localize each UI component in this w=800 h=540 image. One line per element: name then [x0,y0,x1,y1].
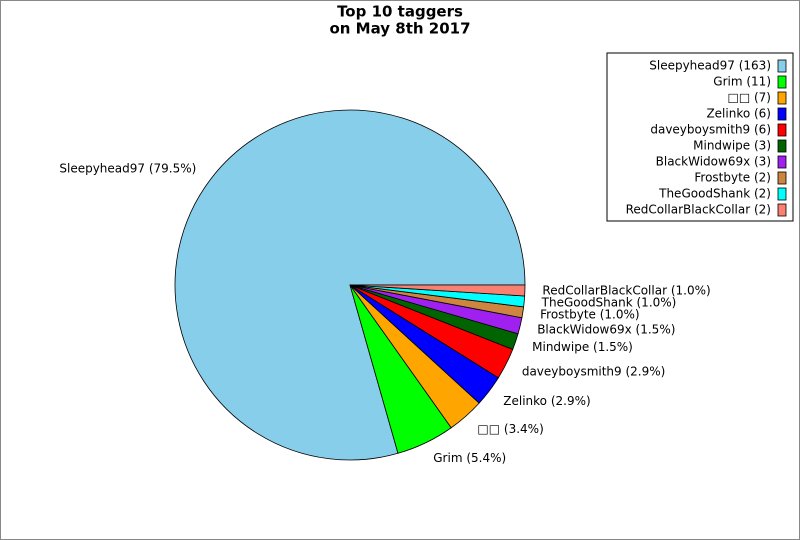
legend-label: Sleepyhead97 (163) [649,59,771,73]
legend-label: Zelinko (6) [706,107,771,121]
slice-label: BlackWidow69x (1.5%) [537,322,675,336]
legend-swatch [777,123,787,137]
legend-swatch [777,171,787,185]
slice-label: Frostbyte (1.0%) [540,308,639,322]
slice-label: Zelinko (2.9%) [503,394,590,408]
legend-swatch [777,107,787,121]
legend-swatch [777,187,787,201]
slice-label: daveyboysmith9 (2.9%) [522,364,666,378]
legend-label: □□ (7) [728,91,772,105]
slice-label: □□ (3.4%) [477,422,543,436]
chart-title: Top 10 taggers [337,3,463,21]
legend-swatch [777,59,787,73]
legend-label: daveyboysmith9 (6) [650,123,771,137]
legend-swatch [777,75,787,89]
legend-swatch [777,203,787,217]
legend-label: BlackWidow69x (3) [656,155,771,169]
legend-box [606,52,794,222]
legend-label: RedCollarBlackCollar (2) [626,203,771,217]
legend-swatch [777,139,787,153]
legend-swatch [777,91,787,105]
chart-subtitle: on May 8th 2017 [329,20,470,38]
slice-label: Sleepyhead97 (79.5%) [59,162,196,176]
legend-label: Frostbyte (2) [694,171,771,185]
pie-slice [349,284,526,297]
legend-swatch [777,155,787,169]
slice-label: RedCollarBlackCollar (1.0%) [542,284,710,298]
slice-label: Grim (5.4%) [433,451,506,465]
slice-label: TheGoodShank (1.0%) [541,296,677,310]
slice-label: Mindwipe (1.5%) [532,340,633,354]
legend-label: TheGoodShank (2) [658,187,771,201]
legend-label: Grim (11) [713,75,771,89]
legend-label: Mindwipe (3) [693,139,771,153]
